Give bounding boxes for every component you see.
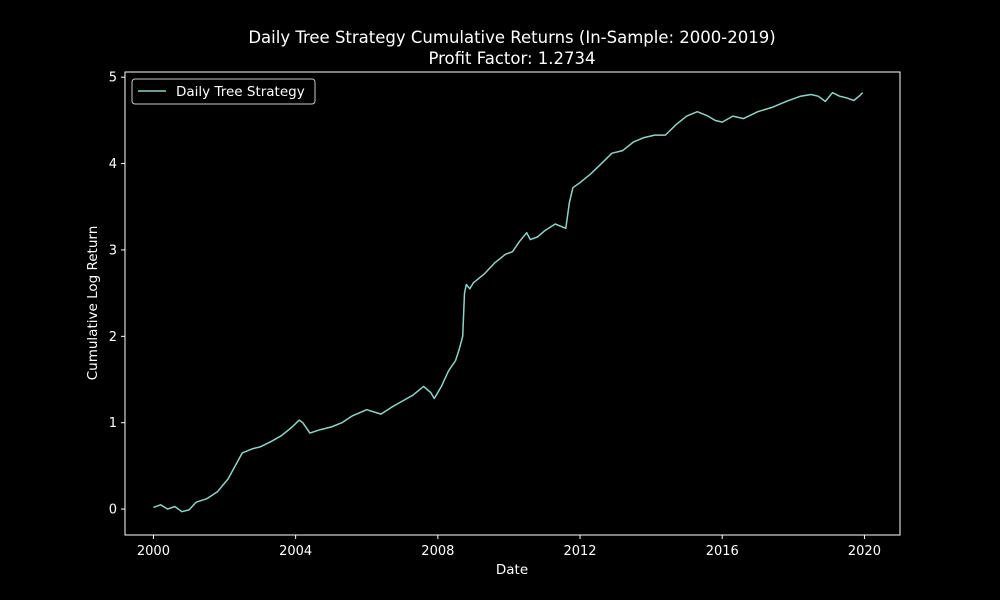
x-axis-ticks: 2000 2004 2008 2012 2016 2020	[137, 535, 881, 559]
y-tick-label: 4	[109, 157, 117, 172]
plot-frame	[124, 71, 901, 536]
series-layer	[153, 91, 864, 513]
x-tick-label: 2020	[848, 544, 881, 559]
legend: Daily Tree Strategy	[131, 78, 316, 105]
y-axis-ticks: 0 1 2 3 4 5	[109, 71, 125, 518]
chart-subtitle: Profit Factor: 1.2734	[428, 49, 595, 68]
x-tick-label: 2000	[137, 544, 170, 559]
x-tick-label: 2008	[421, 544, 454, 559]
legend-box	[131, 78, 316, 105]
y-tick-label: 5	[109, 71, 117, 86]
y-tick-label: 2	[109, 330, 117, 345]
plot-area	[124, 71, 901, 536]
x-tick-label: 2012	[563, 544, 596, 559]
x-tick-label: 2016	[706, 544, 739, 559]
y-tick-label: 3	[109, 243, 117, 258]
y-axis-label: Cumulative Log Return	[85, 226, 101, 381]
x-axis-label: Date	[496, 562, 528, 578]
series-line-0	[153, 91, 864, 513]
legend-label-daily-tree-strategy: Daily Tree Strategy	[176, 84, 305, 100]
x-tick-label: 2004	[279, 544, 312, 559]
chart-title: Daily Tree Strategy Cumulative Returns (…	[248, 28, 775, 47]
y-tick-label: 0	[109, 503, 117, 518]
y-tick-label: 1	[109, 416, 117, 431]
